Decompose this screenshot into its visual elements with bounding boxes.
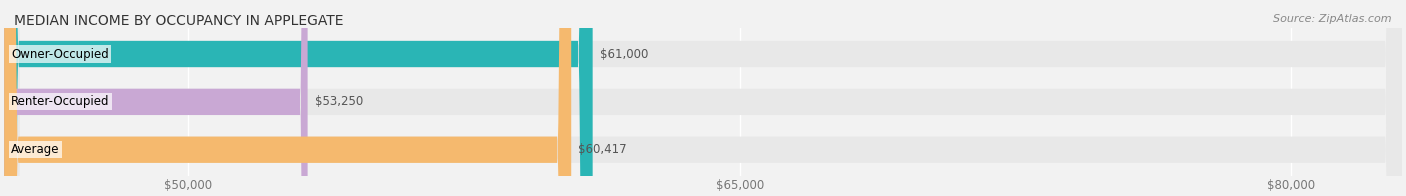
- Text: Average: Average: [11, 143, 59, 156]
- FancyBboxPatch shape: [4, 0, 571, 196]
- Text: Renter-Occupied: Renter-Occupied: [11, 95, 110, 108]
- FancyBboxPatch shape: [4, 0, 308, 196]
- FancyBboxPatch shape: [4, 0, 1402, 196]
- Text: $61,000: $61,000: [599, 47, 648, 61]
- FancyBboxPatch shape: [4, 0, 1402, 196]
- Text: Owner-Occupied: Owner-Occupied: [11, 47, 108, 61]
- Text: $60,417: $60,417: [578, 143, 627, 156]
- Text: MEDIAN INCOME BY OCCUPANCY IN APPLEGATE: MEDIAN INCOME BY OCCUPANCY IN APPLEGATE: [14, 14, 343, 28]
- Text: Source: ZipAtlas.com: Source: ZipAtlas.com: [1274, 14, 1392, 24]
- FancyBboxPatch shape: [4, 0, 593, 196]
- FancyBboxPatch shape: [4, 0, 1402, 196]
- Text: $53,250: $53,250: [315, 95, 363, 108]
